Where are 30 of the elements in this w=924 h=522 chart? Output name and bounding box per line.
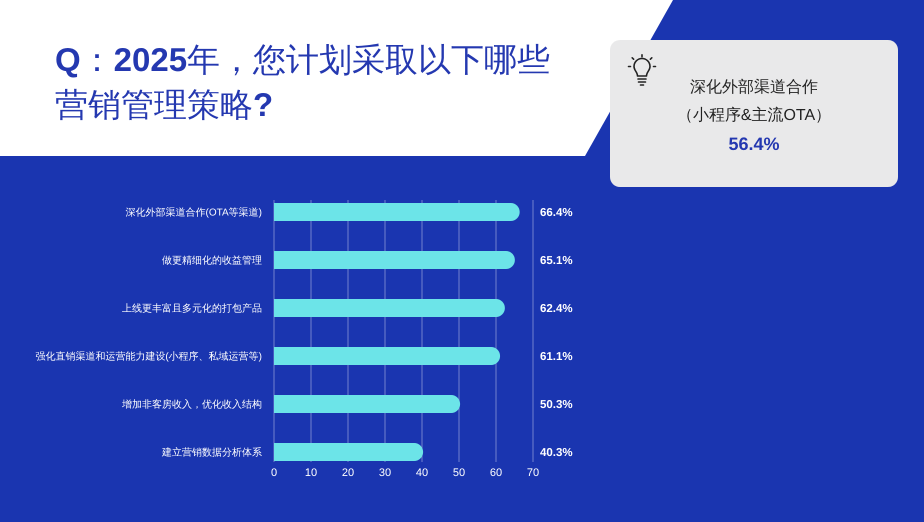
chart-title: Q：2025年，您计划采取以下哪些营销管理策略? xyxy=(55,41,550,123)
text: （小程序&主流OTA） xyxy=(676,106,832,126)
y-tick-label: 强化直销渠道和运营能力建设(小程序、私域运营等) xyxy=(35,350,262,363)
bar xyxy=(274,203,520,221)
text: 深化外部渠道合作 xyxy=(689,78,819,98)
data-label: 40.3% xyxy=(540,447,573,460)
x-tick-label: 20 xyxy=(342,466,354,479)
data-label: 61.1% xyxy=(540,351,573,364)
x-tick-label: 50 xyxy=(452,466,466,479)
text: 56.4% xyxy=(727,133,781,156)
x-tick-label: 0 xyxy=(270,466,278,479)
bar xyxy=(274,443,424,461)
x-tick-label: 30 xyxy=(378,466,392,479)
data-label: 50.3% xyxy=(540,399,573,412)
bar xyxy=(274,347,500,365)
x-tick-label: 70 xyxy=(526,466,540,479)
x-tick-label: 40 xyxy=(416,466,428,479)
y-tick-label: 做更精细化的收益管理 xyxy=(162,254,262,267)
y-tick-label: 增加非客房收入，优化收入结构 xyxy=(121,398,262,411)
bar xyxy=(274,299,505,317)
data-label: 66.4% xyxy=(540,207,573,220)
bar xyxy=(274,251,515,269)
x-tick-label: 60 xyxy=(490,466,502,479)
x-tick-label: 10 xyxy=(304,466,318,479)
y-tick-label: 上线更丰富且多元化的打包产品 xyxy=(122,302,262,315)
data-label: 65.1% xyxy=(540,255,573,268)
y-tick-label: 建立营销数据分析体系 xyxy=(161,446,262,459)
y-tick-label: 深化外部渠道合作(OTA等渠道) xyxy=(126,206,262,219)
data-label: 62.4% xyxy=(540,303,573,316)
bar xyxy=(274,395,460,413)
